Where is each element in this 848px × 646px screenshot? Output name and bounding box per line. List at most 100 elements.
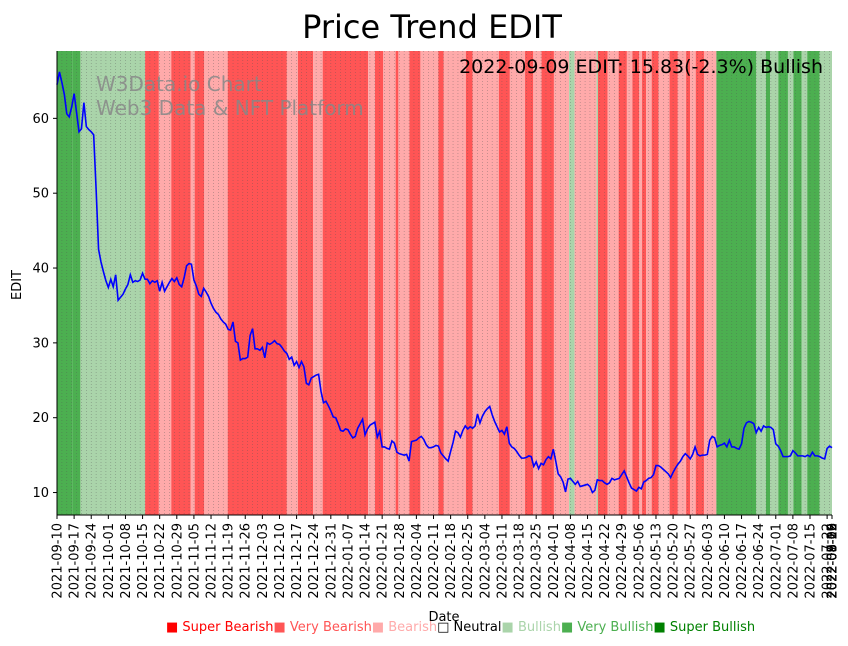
band-very_bearish	[465, 51, 473, 515]
price-series-line	[56, 71, 833, 494]
band-very_bullish	[807, 51, 820, 515]
axes	[56, 51, 832, 516]
legend-item-super-bearish: ■ Super Bearish	[166, 620, 274, 635]
band-bearish	[158, 51, 172, 515]
band-bearish	[190, 51, 195, 515]
band-bullish	[770, 51, 779, 515]
band-very_bearish	[618, 51, 627, 515]
legend-marker: ■	[501, 620, 518, 635]
band-very_bearish	[297, 51, 314, 515]
x-tick-label: 2022-04-01	[547, 523, 562, 599]
legend-marker: ■	[371, 620, 389, 635]
legend-item-neutral: □ Neutral	[437, 620, 501, 635]
legend-item-bullish: ■ Bullish	[502, 620, 561, 635]
x-tick-label: 2021-09-24	[85, 523, 100, 599]
x-axis-label: Date	[428, 610, 459, 625]
band-bearish	[368, 51, 375, 515]
x-tick-label: 2021-12-17	[290, 523, 305, 599]
x-tick-label: 2021-11-12	[205, 523, 220, 599]
x-tick-label: 2022-08-26	[826, 523, 841, 599]
band-bearish	[626, 51, 633, 515]
x-tick-label: 2021-11-26	[239, 523, 254, 599]
legend-label: Neutral	[453, 620, 502, 635]
x-tick-label: 2021-12-31	[324, 523, 339, 599]
x-tick-label: 2022-04-22	[598, 523, 613, 599]
x-tick-label: 2022-04-29	[615, 523, 630, 599]
x-tick-label: 2021-12-24	[307, 523, 322, 599]
band-bullish	[819, 51, 832, 515]
x-tick-label: 2022-05-27	[684, 523, 699, 599]
legend-marker: □	[437, 620, 454, 635]
legend-label: Very Bullish	[577, 620, 654, 635]
band-very_bearish	[395, 51, 399, 515]
x-tick-labels: 2021-09-10 2021-09-17 2021-09-24 2021-10-01…	[51, 515, 841, 599]
band-very_bearish	[525, 51, 534, 515]
band-very_bearish	[171, 51, 191, 515]
band-very_bearish	[498, 51, 510, 515]
x-tick-label: 2022-07-01	[769, 523, 784, 599]
band-bearish	[472, 51, 499, 515]
band-bearish	[607, 51, 619, 515]
legend-marker: ■	[653, 620, 670, 635]
y-tick-label: 30	[32, 336, 49, 351]
band-very_bearish	[374, 51, 384, 515]
x-tick-label: 2022-03-04	[478, 523, 493, 599]
x-tick-label: 2021-10-08	[119, 523, 134, 599]
x-tick-label: 2022-09-02	[826, 523, 841, 599]
x-tick-label: 2022-08-19	[826, 523, 841, 599]
legend-label: Bearish	[388, 620, 438, 635]
x-tick-label: 2022-06-17	[735, 523, 750, 599]
y-tick-label: 10	[32, 486, 49, 501]
band-very_bullish	[778, 51, 788, 515]
band-very_bullish	[57, 51, 73, 515]
x-tick-label: 2022-08-05	[826, 523, 841, 599]
chart-title: Price Trend EDIT	[302, 8, 562, 46]
x-tick-label: 2021-09-10	[51, 523, 66, 599]
band-very_bearish	[651, 51, 659, 515]
legend-label: Bullish	[517, 620, 561, 635]
y-tick-label: 40	[32, 262, 49, 277]
x-tick-label: 2022-07-29	[826, 523, 841, 599]
band-very_bearish	[145, 51, 159, 515]
x-tick-label: 2022-07-08	[786, 523, 801, 599]
x-tick-label: 2022-07-15	[803, 523, 818, 599]
x-tick-label: 2021-11-05	[187, 523, 202, 599]
y-tick-label: 20	[32, 411, 49, 426]
x-tick-label: 2021-10-29	[170, 523, 185, 599]
band-bearish	[509, 51, 526, 515]
x-tick-label: 2022-06-24	[752, 523, 767, 599]
y-tick-label: 60	[32, 112, 49, 127]
band-very_bearish	[438, 51, 444, 515]
x-tick-label: 2021-10-01	[102, 523, 117, 599]
band-very_bearish	[669, 51, 678, 515]
band-very_bearish	[597, 51, 608, 515]
x-tick-label: 2022-05-13	[649, 523, 664, 599]
x-tick-label: 2021-10-15	[136, 523, 151, 599]
band-bearish	[553, 51, 570, 515]
legend-label: Very Bearish	[289, 620, 372, 635]
y-tick-labels: 10 20 30 40 50 60	[32, 112, 57, 501]
legend-item-super-bullish: ■ Super Bullish	[653, 620, 755, 635]
x-tick-label: 2022-01-21	[376, 523, 391, 599]
x-tick-label: 2022-05-20	[667, 523, 682, 599]
y-axis-label: EDIT	[10, 270, 25, 300]
band-bearish	[443, 51, 466, 515]
x-tick-label: 2022-03-11	[495, 523, 510, 599]
latest-price-annotation: 2022-09-09 EDIT: 15.83(-2.3%) Bullish	[459, 56, 823, 78]
band-bullish	[596, 51, 598, 515]
x-tick-label: 2022-04-08	[564, 523, 579, 599]
band-very_bearish	[194, 51, 205, 515]
x-tick-label: 2021-12-03	[256, 523, 271, 599]
x-tick-label: 2021-10-22	[153, 523, 168, 599]
legend-marker: ■	[166, 620, 183, 635]
x-tick-label: 2022-08-12	[826, 523, 841, 599]
band-very_bearish	[409, 51, 421, 515]
band-very_bullish	[716, 51, 757, 515]
band-very_bullish	[793, 51, 802, 515]
band-bullish	[569, 51, 575, 515]
band-bearish	[703, 51, 717, 515]
x-tick-label: 2022-05-06	[632, 523, 647, 599]
band-bearish	[690, 51, 696, 515]
